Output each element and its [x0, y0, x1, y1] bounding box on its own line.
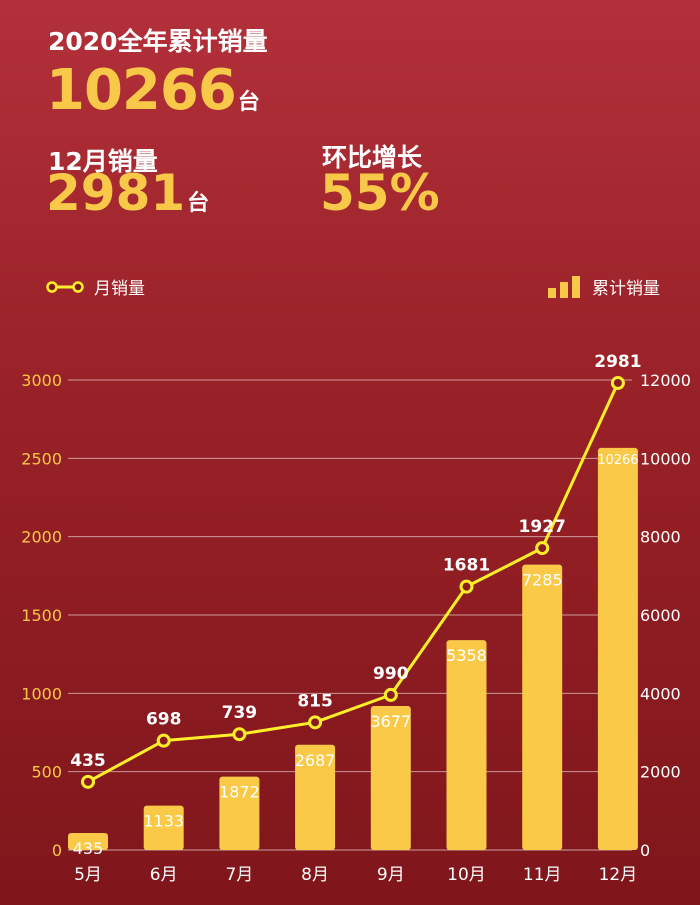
y-right-tick-label: 0	[640, 841, 650, 860]
december-unit: 台	[187, 191, 210, 216]
line-data-label: 1681	[443, 556, 490, 576]
legend-monthly: 月销量	[46, 274, 145, 299]
x-tick-label: 8月	[301, 865, 329, 885]
cumulative-bar	[597, 447, 638, 850]
bar-data-label: 5358	[446, 646, 487, 665]
bar-data-label: 1133	[143, 812, 184, 831]
x-tick-label: 10月	[447, 865, 486, 885]
line-point	[383, 687, 398, 702]
y-right-tick-label: 10000	[640, 449, 691, 468]
y-left-tick-label: 1000	[21, 684, 62, 703]
cumulative-bar	[446, 640, 487, 850]
december-sales-label: 12月销量	[48, 147, 158, 176]
line-point	[459, 579, 474, 594]
y-left-tick-label: 3000	[21, 371, 62, 390]
y-left-tick-label: 500	[31, 763, 62, 782]
page-title: 2020全年累计销量	[48, 27, 268, 56]
x-tick-label: 11月	[523, 865, 562, 885]
mom-growth-label: 环比增长	[322, 143, 423, 172]
line-data-label: 990	[373, 664, 409, 684]
line-data-label: 739	[222, 703, 258, 723]
line-point	[156, 733, 171, 748]
bar-data-label: 3677	[370, 712, 411, 731]
y-left-tick-label: 2000	[21, 528, 62, 547]
y-right-tick-label: 12000	[640, 371, 691, 390]
legend-cumulative-label: 累计销量	[592, 279, 660, 299]
line-data-label: 435	[70, 751, 106, 771]
x-tick-label: 9月	[377, 865, 405, 885]
cumulative-bar	[295, 744, 336, 850]
y-left-tick-label: 1500	[21, 606, 62, 625]
y-right-tick-label: 2000	[640, 763, 681, 782]
line-point	[308, 715, 323, 730]
line-data-label: 698	[146, 710, 182, 730]
cumulative-bar	[68, 832, 108, 850]
line-legend-icon	[46, 280, 84, 293]
x-tick-label: 5月	[74, 865, 102, 885]
x-tick-label: 12月	[599, 865, 638, 885]
line-point	[81, 774, 95, 789]
y-right-tick-label: 8000	[640, 528, 681, 547]
bar-data-label: 435	[73, 839, 104, 858]
bar-data-label: 2687	[295, 751, 336, 770]
line-data-label: 815	[297, 691, 333, 711]
cumulative-bar	[143, 805, 184, 850]
line-data-label: 2981	[594, 352, 641, 372]
bar-data-label: 10266	[597, 453, 638, 468]
y-right-tick-label: 6000	[640, 606, 681, 625]
mom-growth-value: 55%	[320, 164, 440, 222]
bar-data-label: 7285	[522, 571, 563, 590]
monthly-sales-line	[87, 382, 620, 784]
line-data-label: 1927	[519, 517, 566, 537]
x-tick-label: 6月	[150, 865, 178, 885]
cumulative-bar	[522, 564, 563, 850]
y-right-tick-label: 4000	[640, 684, 681, 703]
bar-chart-icon	[548, 275, 580, 298]
total-sales-value: 10266台	[46, 58, 260, 123]
y-left-tick-label: 2500	[21, 449, 62, 468]
total-unit: 台	[237, 90, 260, 115]
line-point	[610, 375, 625, 390]
cumulative-bar	[219, 776, 260, 850]
legend-cumulative: 累计销量	[548, 274, 660, 299]
bar-data-label: 1872	[219, 783, 260, 802]
legend-monthly-label: 月销量	[94, 279, 145, 299]
x-tick-label: 7月	[225, 865, 253, 885]
y-left-tick-label: 0	[52, 841, 62, 860]
cumulative-bar	[370, 705, 411, 850]
december-sales-value: 2981台	[46, 164, 210, 222]
line-point	[232, 727, 247, 742]
line-point	[535, 541, 550, 556]
